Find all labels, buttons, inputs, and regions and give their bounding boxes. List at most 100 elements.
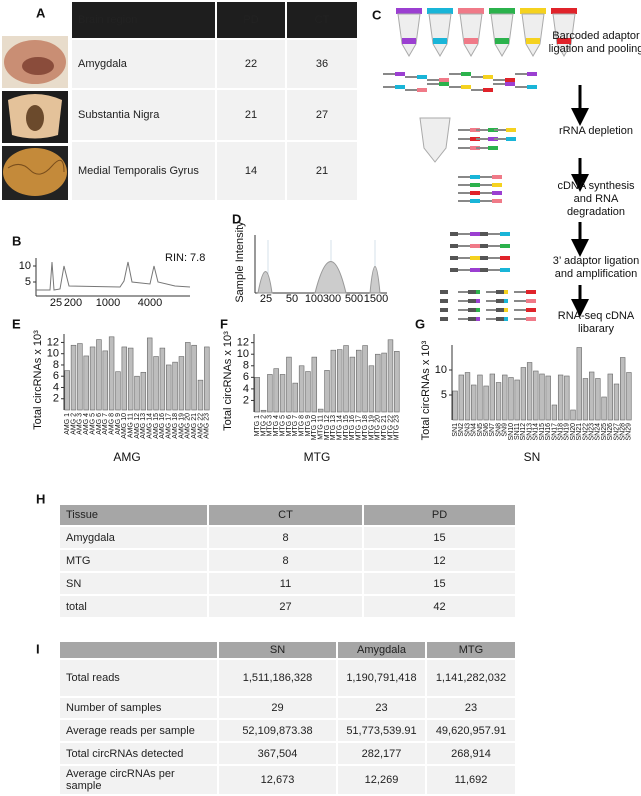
fragment-barcode: [488, 146, 498, 150]
bar: [64, 370, 70, 411]
table-cell: Total circRNAs detected: [58, 741, 219, 766]
bar: [582, 378, 589, 421]
fragment-barcode: [461, 85, 471, 89]
table-cell: 23: [336, 696, 427, 720]
electropherogram: [35, 258, 191, 297]
fragment-barcode: [470, 199, 480, 203]
fragment-barcode: [461, 72, 471, 76]
x-tick-label: 25: [260, 293, 272, 305]
x-tick-label: MTG 22: [387, 415, 394, 440]
adaptor: [450, 232, 458, 236]
table-cell: 23: [425, 696, 517, 720]
y-tick-label: 6: [53, 370, 59, 382]
table-cell: 268,914: [425, 741, 517, 766]
y-tick-label: 4: [243, 383, 249, 395]
table-cell: 27: [207, 594, 364, 619]
library-prep-diagram: [383, 8, 589, 321]
x-tick-label: MTG 3: [267, 415, 274, 436]
bar: [286, 356, 292, 413]
header-cell: Tissue: [58, 503, 209, 527]
adaptor: [450, 244, 458, 248]
adaptor: [496, 299, 504, 303]
fragment-barcode: [526, 317, 536, 321]
data-table: Tissue CT PD Amygdala 8 15 MTG 8 12 SN 11 15 total 27…: [58, 503, 517, 619]
header-cell: MTG: [425, 640, 517, 660]
x-tick-label: SN25: [601, 423, 608, 441]
table-cell: 1,190,791,418: [336, 658, 427, 698]
adaptor: [440, 290, 448, 294]
bar: [178, 356, 185, 411]
adaptor: [480, 256, 488, 260]
header-cell: Amygdala: [336, 640, 427, 660]
x-tick-label: AMG 7: [102, 413, 109, 435]
adaptor: [496, 308, 504, 312]
y-tick-label: 10: [237, 348, 249, 360]
table-cell: 49,620,957.91: [425, 718, 517, 743]
x-tick-label: AMG 8: [108, 413, 115, 435]
y-axis-label: Total circRNAs x 10³: [32, 330, 44, 430]
fragment-barcode: [470, 146, 480, 150]
bar: [368, 365, 375, 413]
x-tick-label: AMG 14: [147, 413, 154, 439]
bar: [273, 368, 279, 413]
x-tick-label: MTG 15: [343, 415, 350, 440]
x-tick-label: MTG 14: [337, 415, 344, 440]
bar: [77, 343, 83, 411]
x-tick-label: SN15: [539, 423, 546, 441]
x-tick-label: MTG 12: [324, 415, 331, 440]
bar: [298, 365, 305, 413]
bar: [330, 349, 337, 413]
y-tick-label: 4: [53, 381, 59, 393]
x-axis-label: AMG: [113, 450, 140, 464]
x-tick-label: MTG 5: [279, 415, 286, 436]
bar: [576, 347, 582, 421]
step-label: cDNA synthesis and RNA degradation: [557, 180, 635, 218]
x-tick-label: SN19: [564, 423, 571, 441]
x-tick-label: SN14: [533, 423, 540, 441]
bar: [539, 373, 545, 421]
fragment-barcode: [492, 175, 502, 179]
y-tick-label: 2: [243, 394, 249, 406]
table-cell: 1,141,282,032: [425, 658, 517, 698]
x-tick-label: 100: [305, 293, 323, 305]
table-row: SN 11 15: [58, 571, 517, 596]
table-cell: Average circRNAs per sample: [58, 764, 219, 796]
table-row: Medial Temporalis Gyrus 14 21: [70, 140, 359, 202]
tube: [428, 13, 452, 57]
x-tick-label: AMG 9: [115, 413, 122, 435]
bar: [489, 373, 496, 421]
x-tick-label: SN1: [452, 423, 459, 437]
fragment-barcode: [470, 191, 480, 195]
table-row: MTG 8 12: [58, 548, 517, 573]
fragment-barcode: [506, 137, 516, 141]
x-tick-label: AMG 17: [166, 413, 173, 439]
bar: [464, 372, 471, 421]
table-cell: 282,177: [336, 741, 427, 766]
header-cell: [58, 640, 219, 660]
fragment-barcode: [470, 268, 480, 272]
step-label: Barcoded adaptor ligation and pooling: [548, 30, 641, 55]
x-tick-label: AMG 10: [121, 413, 128, 439]
x-tick-label: MTG 13: [330, 415, 337, 440]
x-tick-label: SN27: [613, 423, 620, 441]
bar: [260, 409, 267, 413]
bar: [551, 404, 558, 421]
bar: [613, 383, 620, 421]
adaptor: [440, 317, 448, 321]
bar: [279, 374, 286, 413]
table-cell: Amygdala: [70, 38, 217, 90]
table-row: Substantia Nigra 21 27: [70, 88, 359, 142]
bar: [375, 353, 381, 413]
y-axis-label: Total circRNAs x 10³: [222, 331, 234, 431]
table-cell: SN: [58, 571, 209, 596]
bar: [267, 374, 273, 413]
x-tick-label: MTG 21: [381, 415, 388, 440]
step-label: RNA-seq cDNA libarary: [557, 310, 635, 335]
fragment-barcode: [500, 244, 510, 248]
fragment-barcode: [492, 199, 502, 203]
y-tick-label: 10: [19, 260, 31, 272]
bar: [607, 373, 613, 421]
bar: [502, 374, 508, 421]
table-cell: 1,511,186,328: [217, 658, 338, 698]
